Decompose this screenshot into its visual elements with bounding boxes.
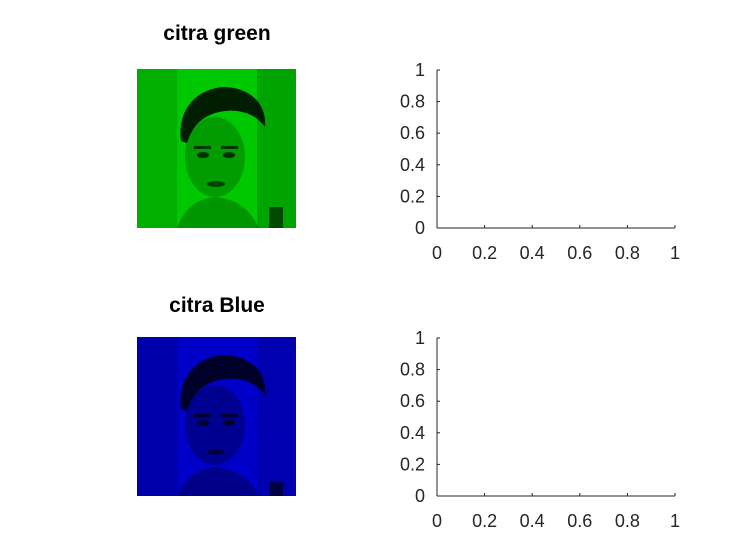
x-tick-label-1-4: 0.8 (615, 511, 640, 531)
x-tick-label-0-4: 0.8 (615, 243, 640, 263)
face-photo-green (137, 69, 296, 228)
x-tick-label-0-2: 0.4 (520, 243, 545, 263)
face-image-green (137, 69, 296, 228)
y-tick-label-0-5: 1 (415, 60, 425, 80)
y-tick-label-0-2: 0.4 (400, 155, 425, 175)
y-tick-label-1-3: 0.6 (400, 391, 425, 411)
y-tick-label-1-1: 0.2 (400, 454, 425, 474)
x-tick-label-0-1: 0.2 (472, 243, 497, 263)
y-tick-label-0-3: 0.6 (400, 123, 425, 143)
face-image-blue (137, 337, 296, 496)
x-tick-label-0-3: 0.6 (567, 243, 592, 263)
y-tick-label-1-4: 0.8 (400, 360, 425, 380)
x-tick-label-0-0: 0 (432, 243, 442, 263)
y-tick-label-1-0: 0 (415, 486, 425, 506)
face-photo-blue (137, 337, 296, 496)
y-tick-label-0-1: 0.2 (400, 186, 425, 206)
panel-title-blue: citra Blue (169, 294, 265, 317)
x-tick-label-1-2: 0.4 (520, 511, 545, 531)
y-tick-label-1-5: 1 (415, 328, 425, 348)
x-tick-label-1-5: 1 (670, 511, 680, 531)
x-tick-label-0-5: 1 (670, 243, 680, 263)
y-tick-label-1-2: 0.4 (400, 423, 425, 443)
x-tick-label-1-3: 0.6 (567, 511, 592, 531)
panel-title-green: citra green (163, 22, 271, 45)
y-tick-label-0-4: 0.8 (400, 92, 425, 112)
x-tick-label-1-0: 0 (432, 511, 442, 531)
x-tick-label-1-1: 0.2 (472, 511, 497, 531)
y-tick-label-0-0: 0 (415, 218, 425, 238)
